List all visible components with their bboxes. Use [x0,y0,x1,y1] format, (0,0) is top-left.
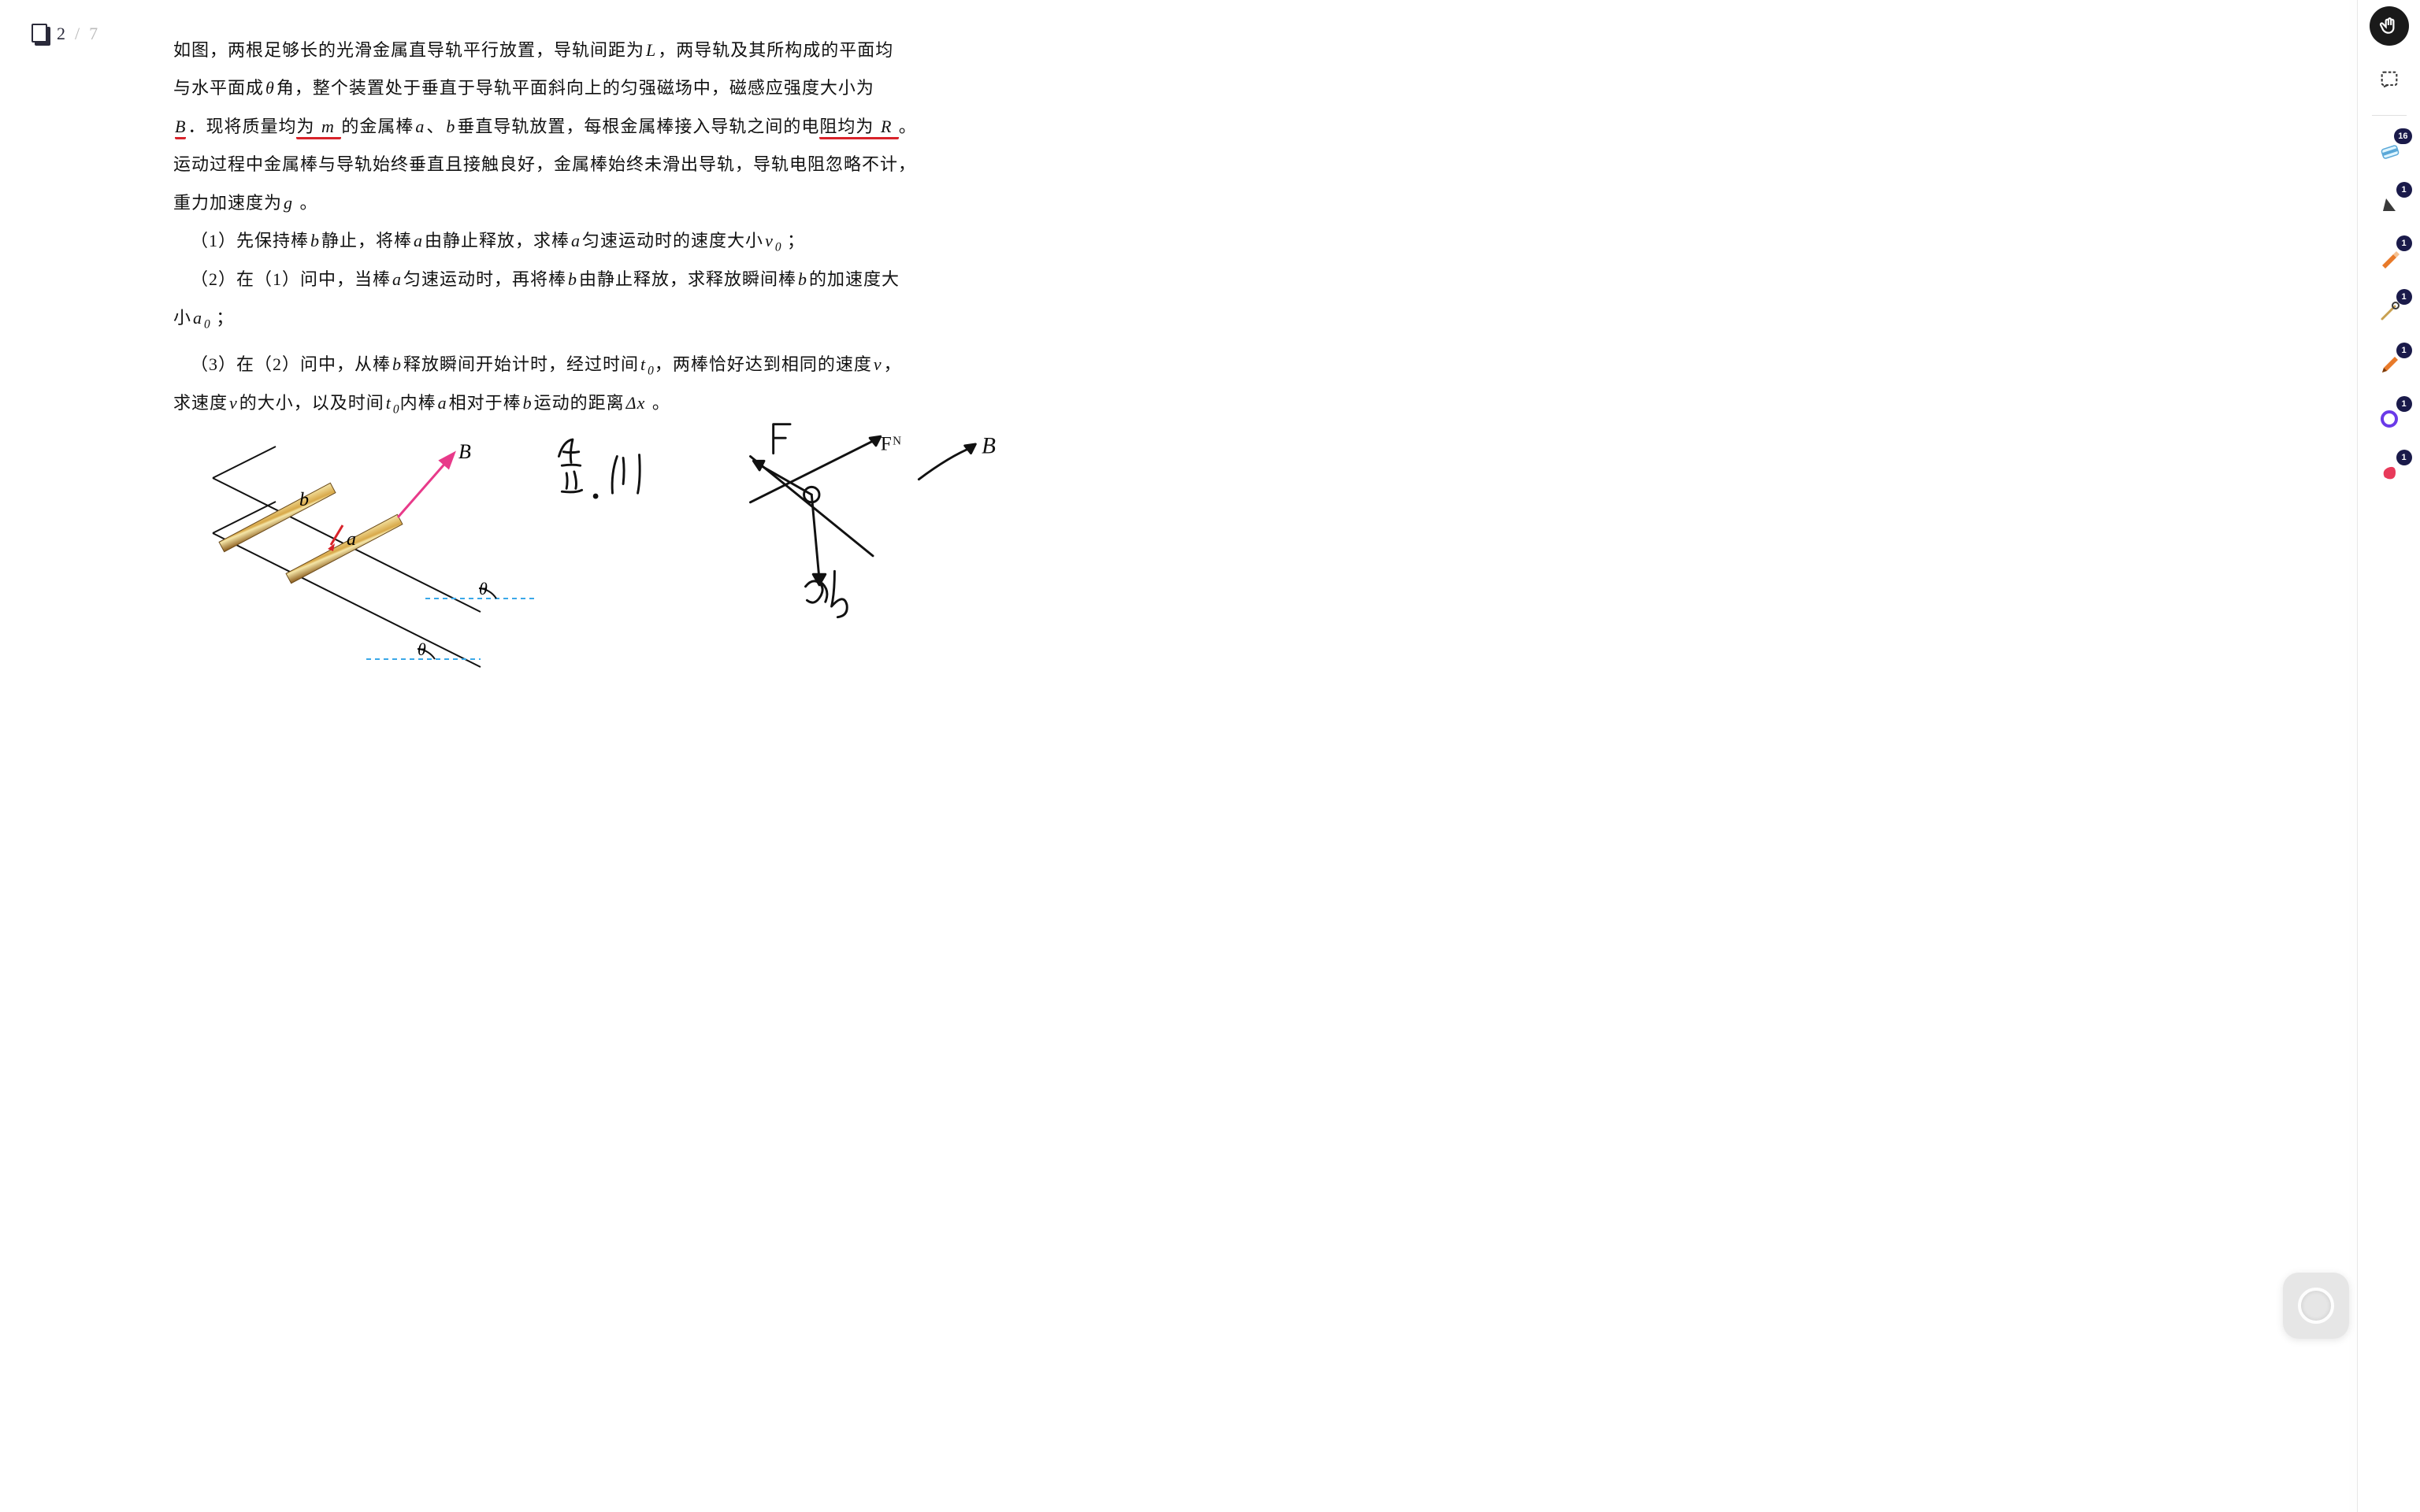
diagram-area: b a B θ θ [181,431,945,699]
page-counter[interactable]: 2 / 7 [32,24,98,44]
blob-icon [2378,461,2400,484]
hand-FN: Fᴺ [881,433,903,455]
hand-tool-button[interactable] [2370,6,2409,46]
pen-icon [2377,354,2401,377]
handwriting-layer: Fᴺ B [544,407,1095,643]
underline-R: 阻均为 R [819,117,898,139]
problem-text: 如图，两根足够长的光滑金属直导轨平行放置，导轨间距为L，两导轨及其所构成的平面均… [173,32,945,699]
pages-icon [32,24,49,44]
triangle-icon [2378,194,2400,216]
diagram-label-b: b [299,490,310,510]
pen-tool-button[interactable]: 1 [2370,346,2409,385]
stamp-tool-button[interactable]: 1 [2370,453,2409,492]
shape-tool-button[interactable]: 1 [2370,185,2409,224]
circle-badge: 1 [2396,396,2412,412]
floating-control-knob[interactable] [2283,1273,2349,1339]
marker-badge: 1 [2396,235,2412,251]
physics-diagram: b a B θ θ [181,431,559,683]
page-total: 7 [89,24,98,44]
document-page: 2 / 7 如图，两根足够长的光滑金属直导轨平行放置，导轨间距为L，两导轨及其所… [0,0,2349,1512]
hand-B: B [982,434,997,459]
shape-badge: 1 [2396,182,2412,198]
marker-tool-button[interactable]: 1 [2370,239,2409,278]
pointer-tool-button[interactable]: 1 [2370,292,2409,332]
hand-icon [2379,16,2400,36]
underline-mass: 为 m [296,117,341,139]
pen-badge: 1 [2396,343,2412,358]
lasso-tool-button[interactable] [2370,60,2409,99]
marker-icon [2377,246,2401,270]
page-sep: / [75,24,80,44]
wand-icon [2377,300,2401,324]
stamp-badge: 1 [2396,450,2412,465]
diagram-label-a: a [347,529,357,550]
toolbar-divider [2372,115,2407,116]
diagram-theta-1: θ [479,579,488,598]
page-current: 2 [57,24,65,44]
circle-tool-button[interactable]: 1 [2370,399,2409,439]
eraser-tool-button[interactable]: 16 [2370,132,2409,171]
circle-icon [2378,408,2400,430]
right-toolbar: 16 1 1 1 1 1 1 [2357,0,2420,1512]
diagram-theta-2: θ [418,639,427,659]
lasso-icon [2378,69,2400,91]
underline-B: B [175,117,186,139]
pointer-badge: 1 [2396,289,2412,305]
eraser-badge: 16 [2394,128,2411,144]
diagram-label-B: B [458,440,472,463]
